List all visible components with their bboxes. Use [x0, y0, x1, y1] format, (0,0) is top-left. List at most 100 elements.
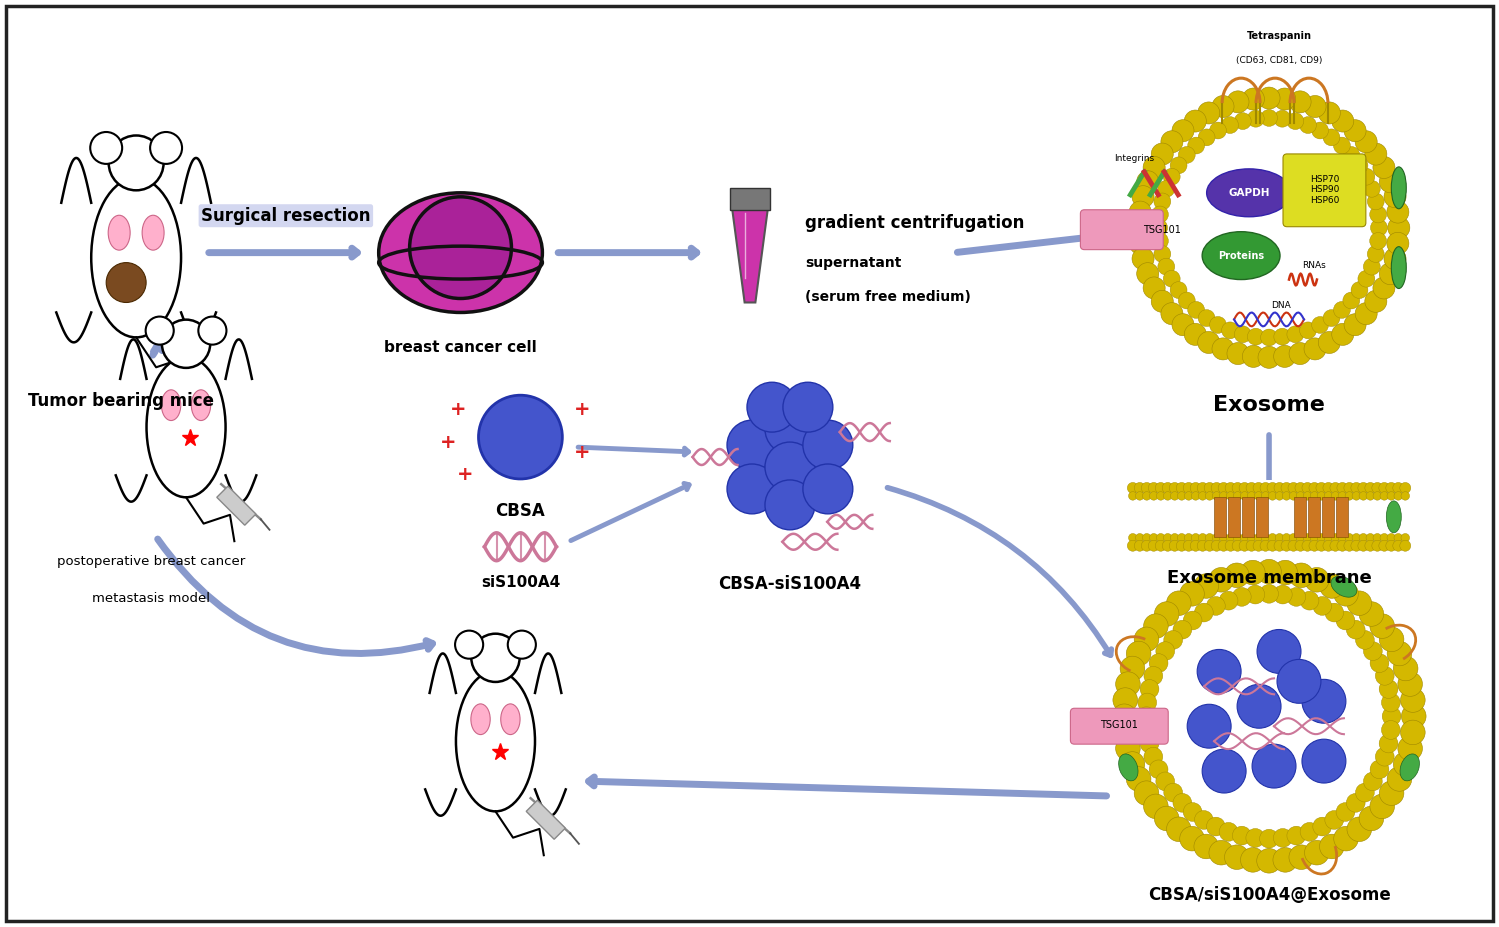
Circle shape [1213, 337, 1234, 360]
Circle shape [1198, 534, 1207, 542]
Circle shape [1136, 534, 1144, 542]
Circle shape [1219, 540, 1229, 552]
Circle shape [1351, 540, 1363, 552]
Text: +: + [574, 400, 591, 419]
Circle shape [1225, 563, 1249, 588]
Circle shape [1318, 491, 1325, 501]
Circle shape [1261, 540, 1271, 552]
Circle shape [1261, 482, 1271, 493]
Circle shape [150, 132, 181, 164]
Circle shape [1169, 482, 1180, 493]
Circle shape [1132, 185, 1154, 208]
Circle shape [1172, 120, 1195, 142]
Circle shape [1300, 822, 1319, 841]
Circle shape [1258, 629, 1301, 673]
Circle shape [1187, 705, 1231, 748]
Circle shape [1166, 817, 1192, 842]
Circle shape [1273, 829, 1292, 847]
Circle shape [1144, 614, 1168, 639]
Circle shape [1267, 482, 1279, 493]
Circle shape [1198, 482, 1208, 493]
Text: gradient centrifugation: gradient centrifugation [805, 214, 1024, 232]
Circle shape [1247, 534, 1256, 542]
Circle shape [1219, 591, 1238, 610]
Circle shape [1334, 137, 1351, 154]
Circle shape [1178, 292, 1195, 309]
Circle shape [1150, 491, 1159, 501]
Text: HSP70
HSP90
HSP60: HSP70 HSP90 HSP60 [1310, 175, 1340, 205]
Circle shape [1144, 667, 1163, 685]
Circle shape [1364, 772, 1382, 791]
Circle shape [1243, 88, 1265, 110]
Circle shape [1387, 491, 1396, 501]
Circle shape [1366, 534, 1375, 542]
Bar [1309, 497, 1321, 537]
Circle shape [1234, 534, 1241, 542]
Circle shape [1345, 482, 1355, 493]
Circle shape [1300, 591, 1319, 610]
Circle shape [1267, 540, 1279, 552]
Circle shape [1324, 482, 1334, 493]
Bar [1214, 497, 1226, 537]
Circle shape [1171, 157, 1187, 173]
Circle shape [1198, 332, 1220, 353]
Circle shape [1207, 596, 1225, 616]
Circle shape [1304, 841, 1330, 865]
Circle shape [1205, 534, 1214, 542]
Ellipse shape [1400, 754, 1420, 781]
Circle shape [1288, 326, 1304, 343]
Circle shape [1112, 704, 1136, 729]
Circle shape [1288, 113, 1304, 130]
Circle shape [1387, 641, 1412, 666]
Circle shape [1177, 482, 1187, 493]
FancyBboxPatch shape [1283, 154, 1366, 227]
Circle shape [1343, 292, 1360, 309]
Circle shape [1394, 534, 1403, 542]
Circle shape [1261, 534, 1270, 542]
Circle shape [1163, 534, 1172, 542]
Circle shape [1213, 491, 1220, 501]
Circle shape [1234, 326, 1252, 343]
Circle shape [1379, 540, 1390, 552]
Circle shape [1225, 482, 1237, 493]
Circle shape [1385, 482, 1397, 493]
Circle shape [1261, 491, 1270, 501]
Circle shape [1304, 337, 1327, 360]
Circle shape [1115, 672, 1141, 696]
Circle shape [1373, 491, 1382, 501]
Circle shape [1261, 329, 1277, 346]
Circle shape [1304, 95, 1327, 118]
Circle shape [1156, 641, 1175, 661]
Circle shape [1120, 656, 1145, 680]
Circle shape [1163, 630, 1183, 649]
Circle shape [1187, 137, 1205, 154]
Circle shape [1210, 316, 1226, 334]
Circle shape [1138, 707, 1156, 726]
Circle shape [1345, 120, 1366, 142]
Circle shape [1144, 157, 1165, 179]
Circle shape [1318, 332, 1340, 353]
Circle shape [1394, 752, 1418, 776]
Circle shape [1282, 482, 1292, 493]
Circle shape [1282, 540, 1292, 552]
Circle shape [1157, 259, 1175, 275]
Circle shape [1268, 534, 1277, 542]
Circle shape [1198, 310, 1216, 326]
Circle shape [1135, 781, 1159, 806]
Circle shape [1208, 841, 1234, 865]
Circle shape [1360, 491, 1367, 501]
Circle shape [1364, 290, 1387, 312]
Ellipse shape [1391, 167, 1406, 209]
Circle shape [1172, 794, 1192, 812]
Circle shape [1370, 220, 1388, 236]
Circle shape [1195, 810, 1213, 830]
Circle shape [1348, 590, 1372, 616]
Polygon shape [732, 208, 767, 302]
Circle shape [1226, 534, 1235, 542]
Circle shape [1274, 482, 1285, 493]
Circle shape [1138, 720, 1157, 740]
Circle shape [1345, 540, 1355, 552]
Circle shape [1399, 672, 1423, 696]
Circle shape [1228, 91, 1249, 113]
Circle shape [1288, 826, 1306, 845]
